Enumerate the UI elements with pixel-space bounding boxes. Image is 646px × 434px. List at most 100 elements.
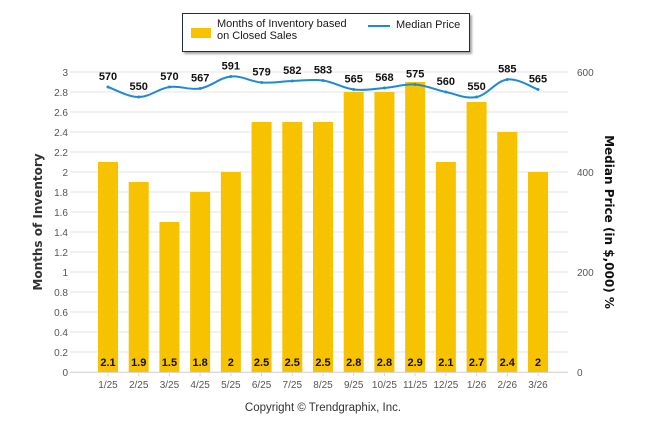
- x-tick-label: 7/25: [283, 380, 303, 391]
- line-point: [167, 85, 171, 89]
- bar: [220, 172, 241, 372]
- y-tick-label: 0.6: [54, 308, 68, 319]
- line-value-label: 560: [437, 76, 455, 88]
- line-point: [106, 85, 110, 89]
- x-tick-label: 2/25: [129, 380, 149, 391]
- data-labels: 2.1 1.9 1.5 1.8 2 2.5 2.5 2.5 2.8 2.8 2.9 2.1 2.7 2.4…: [99, 61, 547, 370]
- line-value-label: 591: [222, 61, 240, 73]
- line-value-label: 582: [283, 65, 301, 77]
- x-tick-label: 1/26: [467, 380, 487, 391]
- legend-line-label: Median Price: [396, 19, 461, 31]
- x-tick-label: 1/25: [98, 380, 118, 391]
- line-value-label: 568: [375, 72, 393, 84]
- copyright: Copyright © Trendgraphix, Inc.: [244, 402, 402, 414]
- line-point: [352, 88, 356, 91]
- bar-value-label: 1.8: [192, 357, 207, 369]
- y2-tick-label: 400: [577, 168, 594, 179]
- y-tick-label: 1.8: [54, 188, 68, 199]
- bar-value-label: 2.5: [315, 357, 330, 369]
- line-value-label: 550: [130, 81, 148, 93]
- y-tick-label: 0: [62, 368, 68, 379]
- line-value-label: 567: [191, 73, 209, 85]
- x-tick-label: 3/26: [528, 380, 548, 391]
- legend-bar-label: Months of Inventory based on Closed Sale…: [217, 18, 347, 42]
- line-point: [229, 75, 233, 78]
- bar-value-label: 2.7: [469, 357, 484, 369]
- bar: [435, 162, 456, 372]
- line-value-label: 579: [252, 67, 270, 79]
- line-value-label: 570: [160, 71, 178, 83]
- bar-value-label: 1.5: [162, 357, 177, 369]
- legend-line-swatch-icon: [368, 25, 390, 27]
- bar: [466, 102, 487, 372]
- bar-value-label: 2.9: [407, 357, 422, 369]
- y-tick-label: 2.8: [54, 88, 68, 99]
- bar: [282, 122, 303, 372]
- bar: [528, 172, 548, 372]
- y-axis-right-title: Median Price (in $,000) %: [602, 135, 616, 309]
- y2-tick-label: 600: [577, 68, 594, 79]
- y-tick-label: 1.6: [54, 208, 68, 219]
- y-tick-label: 2.6: [54, 108, 68, 119]
- line-point: [536, 88, 540, 91]
- x-tick-label: 8/25: [313, 380, 333, 391]
- x-tick-label: 4/25: [190, 380, 210, 391]
- axes: 0 0.2 0.4 0.6 0.8 1 1.2 1.4 1.6 1.8 2 2.2 2.4 2.6 2.8 3…: [54, 68, 594, 391]
- price-line: [106, 75, 540, 99]
- bar: [497, 132, 518, 372]
- y-tick-label: 3: [62, 68, 68, 79]
- bar: [159, 222, 180, 372]
- line-point: [505, 78, 509, 81]
- bar: [251, 122, 272, 372]
- line-point: [137, 95, 141, 99]
- line-point: [290, 79, 294, 83]
- x-tick-label: 11/25: [403, 380, 428, 391]
- bars: [98, 82, 548, 372]
- y-tick-label: 2: [62, 168, 68, 179]
- x-tick-label: 6/25: [252, 380, 272, 391]
- legend-bar-swatch-icon: [191, 28, 211, 38]
- y-tick-label: 0.4: [54, 328, 68, 339]
- bar: [405, 82, 426, 372]
- bar-value-label: 2.5: [285, 357, 300, 369]
- bar-value-label: 2.5: [254, 357, 269, 369]
- bar: [128, 182, 149, 372]
- bar-value-label: 2.8: [346, 357, 361, 369]
- bar: [313, 122, 333, 372]
- x-tick-label: 10/25: [372, 380, 397, 391]
- bar-value-label: 2.1: [100, 357, 115, 369]
- y-tick-label: 0.8: [54, 288, 68, 299]
- x-tick-label: 3/25: [160, 380, 180, 391]
- bar-value-label: 2: [535, 357, 541, 369]
- y-tick-label: 2.4: [54, 128, 68, 139]
- bar-value-label: 2.4: [500, 357, 516, 369]
- line-value-label: 565: [345, 74, 363, 86]
- bar-value-label: 2: [228, 357, 234, 369]
- legend: Months of Inventory based on Closed Sale…: [182, 13, 470, 52]
- bar: [98, 162, 118, 372]
- line-point: [198, 87, 202, 90]
- y-tick-label: 0.2: [54, 348, 68, 359]
- bar-value-label: 2.8: [377, 357, 392, 369]
- y2-tick-label: 200: [577, 268, 594, 279]
- bar: [374, 92, 395, 372]
- bar-value-label: 2.1: [438, 357, 453, 369]
- line-value-label: 575: [406, 69, 424, 81]
- bar: [343, 92, 364, 372]
- y-axis-left-title: Months of Inventory: [31, 153, 45, 291]
- line-point: [382, 86, 386, 90]
- bar-value-label: 1.9: [131, 357, 146, 369]
- line-value-label: 585: [498, 64, 516, 76]
- line-point: [444, 90, 448, 94]
- line-value-label: 550: [467, 81, 485, 93]
- x-tick-label: 2/26: [498, 380, 518, 391]
- x-tick-label: 5/25: [221, 380, 241, 391]
- line-point: [475, 95, 479, 99]
- line-point: [260, 81, 264, 84]
- line-point: [413, 83, 417, 86]
- y-tick-label: 1.4: [54, 228, 68, 239]
- x-tick-label: 9/25: [344, 380, 364, 391]
- line-value-label: 565: [529, 74, 547, 86]
- y-tick-label: 1: [62, 268, 68, 279]
